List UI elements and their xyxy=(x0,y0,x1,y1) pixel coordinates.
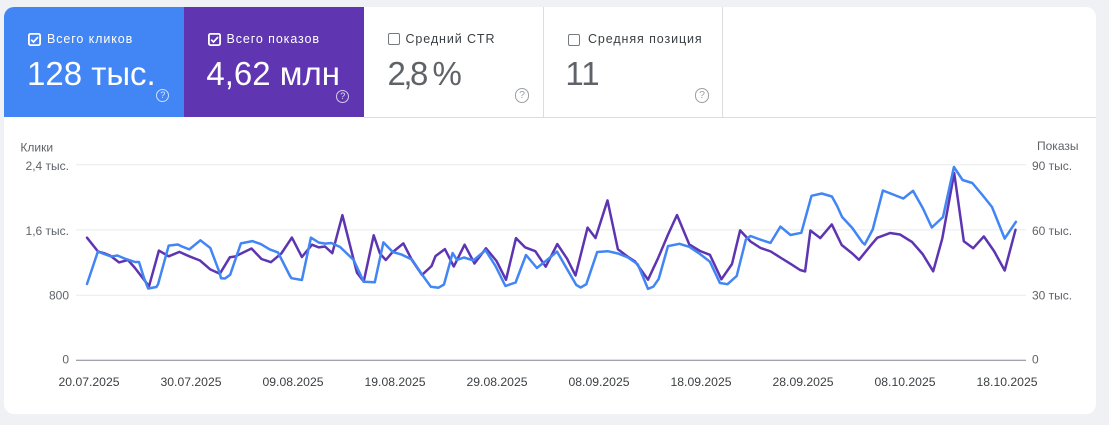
svg-text:0: 0 xyxy=(62,352,69,366)
svg-text:28.09.2025: 28.09.2025 xyxy=(773,375,834,389)
svg-text:0: 0 xyxy=(1032,352,1039,366)
svg-text:800: 800 xyxy=(49,289,69,303)
svg-text:1,6 тыс.: 1,6 тыс. xyxy=(26,224,69,238)
svg-text:Клики: Клики xyxy=(20,141,53,155)
svg-text:08.10.2025: 08.10.2025 xyxy=(875,375,936,389)
svg-text:09.08.2025: 09.08.2025 xyxy=(263,375,324,389)
svg-text:18.09.2025: 18.09.2025 xyxy=(671,375,732,389)
svg-text:29.08.2025: 29.08.2025 xyxy=(467,375,528,389)
svg-text:60 тыс.: 60 тыс. xyxy=(1032,224,1072,238)
svg-text:2,4 тыс.: 2,4 тыс. xyxy=(26,159,69,173)
svg-text:08.09.2025: 08.09.2025 xyxy=(569,375,630,389)
svg-text:Показы: Показы xyxy=(1037,139,1078,153)
svg-text:18.10.2025: 18.10.2025 xyxy=(977,375,1038,389)
svg-text:20.07.2025: 20.07.2025 xyxy=(59,375,120,389)
svg-text:19.08.2025: 19.08.2025 xyxy=(365,375,426,389)
svg-text:30 тыс.: 30 тыс. xyxy=(1032,289,1072,303)
svg-text:30.07.2025: 30.07.2025 xyxy=(161,375,222,389)
svg-text:90 тыс.: 90 тыс. xyxy=(1032,159,1072,173)
